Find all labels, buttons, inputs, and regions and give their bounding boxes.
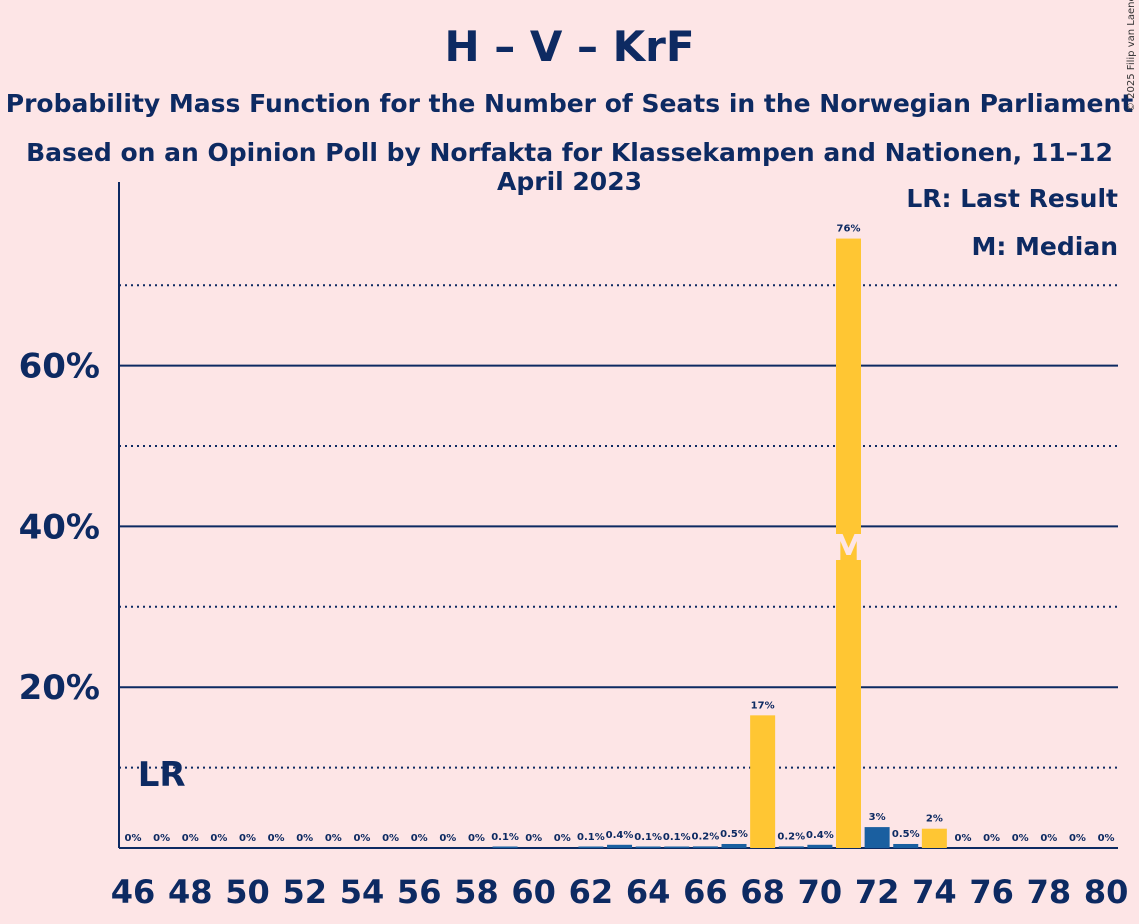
x-tick-label: 68 <box>740 873 785 911</box>
x-tick-label: 50 <box>225 873 270 911</box>
x-tick-label: 58 <box>454 873 499 911</box>
data-label: 0% <box>954 833 971 844</box>
data-label: 0.2% <box>692 831 720 842</box>
x-tick-label: 48 <box>168 873 213 911</box>
data-label: 0.2% <box>777 831 805 842</box>
data-label: 0% <box>411 833 428 844</box>
bar-seat-64 <box>635 846 661 848</box>
data-label: 0.5% <box>892 829 920 840</box>
bar-seat-62 <box>578 846 604 848</box>
x-tick-label: 54 <box>340 873 385 911</box>
data-label: 0% <box>382 833 399 844</box>
data-label: 0.4% <box>606 830 634 841</box>
x-tick-label: 64 <box>626 873 671 911</box>
x-tick-label: 66 <box>683 873 728 911</box>
data-label: 0% <box>1040 833 1057 844</box>
median-marker: M <box>831 528 867 569</box>
data-label: 0.1% <box>491 832 519 843</box>
x-tick-label: 74 <box>912 873 957 911</box>
data-label: 0% <box>182 833 199 844</box>
x-tick-label: 80 <box>1084 873 1129 911</box>
data-label: 3% <box>869 812 886 823</box>
last-result-marker: LR <box>138 755 186 795</box>
data-label: 0% <box>325 833 342 844</box>
data-label: 76% <box>837 224 861 235</box>
data-label: 0.1% <box>663 832 691 843</box>
y-tick-label: 60% <box>19 347 100 387</box>
data-label: 0% <box>525 833 542 844</box>
data-label: 0.1% <box>634 832 662 843</box>
bar-seat-66 <box>692 846 718 848</box>
bar-seat-68 <box>750 715 776 848</box>
data-label: 0% <box>1012 833 1029 844</box>
data-label: 0% <box>468 833 485 844</box>
chart-source-subtitle: Based on an Opinion Poll by Norfakta for… <box>26 138 1113 196</box>
y-tick-label: 40% <box>19 507 100 547</box>
data-label: 0% <box>268 833 285 844</box>
bar-seat-63 <box>607 844 633 848</box>
data-label: 0% <box>353 833 370 844</box>
x-tick-label: 62 <box>569 873 614 911</box>
bar-seat-59 <box>492 846 518 848</box>
bar-seat-69 <box>778 846 804 848</box>
data-label: 17% <box>751 700 775 711</box>
data-label: 0% <box>239 833 256 844</box>
data-label: 0% <box>1098 833 1115 844</box>
data-label: 0% <box>983 833 1000 844</box>
bar-seat-74 <box>921 828 947 848</box>
data-label: 0% <box>1069 833 1086 844</box>
data-label: 0% <box>296 833 313 844</box>
chart-subtitle: Probability Mass Function for the Number… <box>5 89 1134 118</box>
data-label: 0.5% <box>720 829 748 840</box>
x-tick-label: 46 <box>111 873 156 911</box>
x-tick-label: 72 <box>855 873 900 911</box>
legend-last-result: LR: Last Result <box>906 184 1118 213</box>
bar-seat-72 <box>864 827 890 848</box>
data-label: 0.1% <box>577 832 605 843</box>
bar-seat-73 <box>893 843 919 848</box>
data-label: 0% <box>125 833 142 844</box>
x-tick-label: 78 <box>1027 873 1072 911</box>
legend-median: M: Median <box>971 232 1118 261</box>
bar-seat-67 <box>721 843 747 848</box>
data-label: 2% <box>926 814 943 825</box>
bar-seat-71 <box>836 238 861 848</box>
x-tick-label: 52 <box>282 873 327 911</box>
bar-seat-65 <box>664 846 690 848</box>
data-label: 0% <box>153 833 170 844</box>
x-tick-label: 56 <box>397 873 442 911</box>
x-tick-label: 60 <box>511 873 556 911</box>
bar-seat-70 <box>807 844 833 848</box>
data-label: 0% <box>554 833 571 844</box>
data-label: 0% <box>439 833 456 844</box>
y-tick-label: 20% <box>19 668 100 708</box>
data-label: 0.4% <box>806 830 834 841</box>
x-tick-label: 70 <box>798 873 843 911</box>
chart-title: H – V – KrF <box>444 22 695 71</box>
x-tick-label: 76 <box>969 873 1014 911</box>
data-label: 0% <box>210 833 227 844</box>
